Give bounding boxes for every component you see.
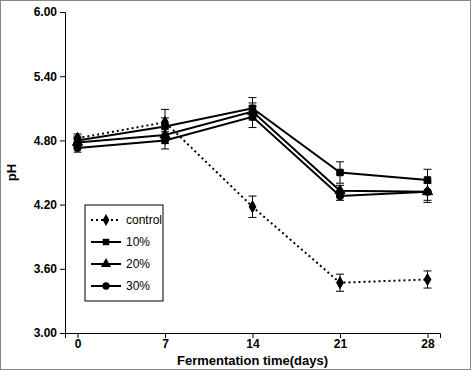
- error-bar-cap: [161, 117, 169, 118]
- error-bar-cap: [336, 291, 344, 292]
- y-tick-label: 4.80: [34, 134, 58, 148]
- error-bar-cap: [161, 109, 169, 110]
- x-tick: 21: [334, 333, 348, 351]
- x-tick-label: 21: [334, 337, 348, 351]
- error-bar-cap: [249, 127, 257, 128]
- error-bar: [336, 192, 344, 201]
- legend: control 10% 20% 30%: [85, 205, 163, 301]
- legend-label: 20%: [126, 257, 150, 271]
- x-tick: 14: [246, 333, 260, 351]
- legend-box: [85, 205, 163, 301]
- marker: [337, 277, 344, 289]
- y-tick-mark: [60, 333, 65, 334]
- marker: [424, 274, 431, 286]
- x-tick-label: 28: [421, 337, 435, 351]
- y-axis-title: pH: [4, 164, 19, 181]
- marker: [249, 113, 256, 120]
- y-tick: 3.00: [34, 326, 65, 340]
- y-tick-label: 5.40: [34, 70, 58, 84]
- series: [72, 103, 432, 200]
- marker: [337, 169, 343, 175]
- y-axis: 3.00 3.60 4.20 4.80 5.40 6.00: [34, 5, 66, 340]
- marker: [424, 188, 431, 195]
- y-tick-label: 6.00: [34, 5, 58, 19]
- y-tick-mark: [60, 12, 65, 13]
- series-line: [78, 122, 428, 283]
- error-bar-cap: [336, 161, 344, 162]
- x-tick-label: 14: [246, 337, 260, 351]
- error-bar: [249, 196, 257, 217]
- error-bar-cap: [249, 102, 257, 103]
- y-tick: 4.20: [34, 198, 65, 212]
- x-axis: 0 7 14 21 28: [66, 333, 441, 351]
- legend-entry: 20%: [91, 257, 150, 271]
- error-bar-cap: [249, 196, 257, 197]
- error-bar-cap: [161, 126, 169, 127]
- x-tick: 0: [75, 333, 82, 351]
- y-tick: 5.40: [34, 70, 65, 84]
- y-tick-label: 3.60: [34, 262, 58, 276]
- error-bar: [74, 144, 82, 153]
- y-tick-mark: [60, 140, 65, 141]
- series-line: [78, 117, 428, 196]
- chart-border: [1, 1, 471, 370]
- error-bar-cap: [161, 148, 169, 149]
- error-bar: [336, 274, 344, 291]
- error-bar-cap: [249, 97, 257, 98]
- series: [74, 109, 432, 291]
- legend-entry: 10%: [91, 235, 150, 249]
- x-tick-label: 0: [75, 337, 82, 351]
- marker: [249, 201, 256, 213]
- error-bar: [336, 162, 344, 183]
- legend-label: control: [126, 213, 162, 227]
- error-bar-cap: [161, 131, 169, 132]
- marker: [74, 144, 81, 151]
- y-axis-line: [60, 13, 66, 334]
- y-tick-mark: [60, 269, 65, 270]
- legend-marker: [101, 258, 111, 267]
- chart: 3.00 3.60 4.20 4.80 5.40 6.00 0 7 14 21 28 control 1…: [0, 0, 471, 370]
- error-bar-cap: [336, 274, 344, 275]
- marker: [336, 192, 343, 199]
- error-bar-cap: [336, 183, 344, 184]
- error-bar-cap: [424, 270, 432, 271]
- y-tick: 4.80: [34, 134, 65, 148]
- marker: [161, 137, 168, 144]
- marks: [72, 98, 432, 292]
- error-bar: [424, 271, 432, 288]
- legend-label: 30%: [126, 279, 150, 293]
- error-bar: [161, 132, 169, 149]
- x-axis-title: Fermentation time(days): [177, 353, 328, 368]
- x-tick-label: 7: [162, 337, 169, 351]
- legend-entry: 30%: [91, 279, 150, 293]
- error-bar-cap: [249, 106, 257, 107]
- x-tick: 28: [421, 333, 435, 351]
- error-bar-cap: [424, 288, 432, 289]
- error-bar: [249, 106, 257, 127]
- legend-label: 10%: [126, 235, 150, 249]
- x-tick: 7: [162, 333, 169, 351]
- series: [74, 106, 432, 202]
- y-tick-mark: [60, 205, 65, 206]
- y-tick: 6.00: [34, 5, 65, 19]
- error-bar-cap: [424, 181, 432, 182]
- error-bar-cap: [249, 217, 257, 218]
- legend-marker: [102, 282, 109, 289]
- legend-marker: [103, 214, 110, 226]
- error-bar: [424, 181, 432, 202]
- y-tick-label: 3.00: [34, 326, 58, 340]
- legend-marker: [103, 239, 109, 245]
- y-tick-mark: [60, 76, 65, 77]
- legend-entry: control: [91, 213, 162, 227]
- y-tick-label: 4.20: [34, 198, 58, 212]
- plot: 3.00 3.60 4.20 4.80 5.40 6.00 0 7 14 21 28 control 1…: [34, 5, 441, 350]
- error-bar-cap: [424, 202, 432, 203]
- error-bar-cap: [424, 169, 432, 170]
- y-tick: 3.60: [34, 262, 65, 276]
